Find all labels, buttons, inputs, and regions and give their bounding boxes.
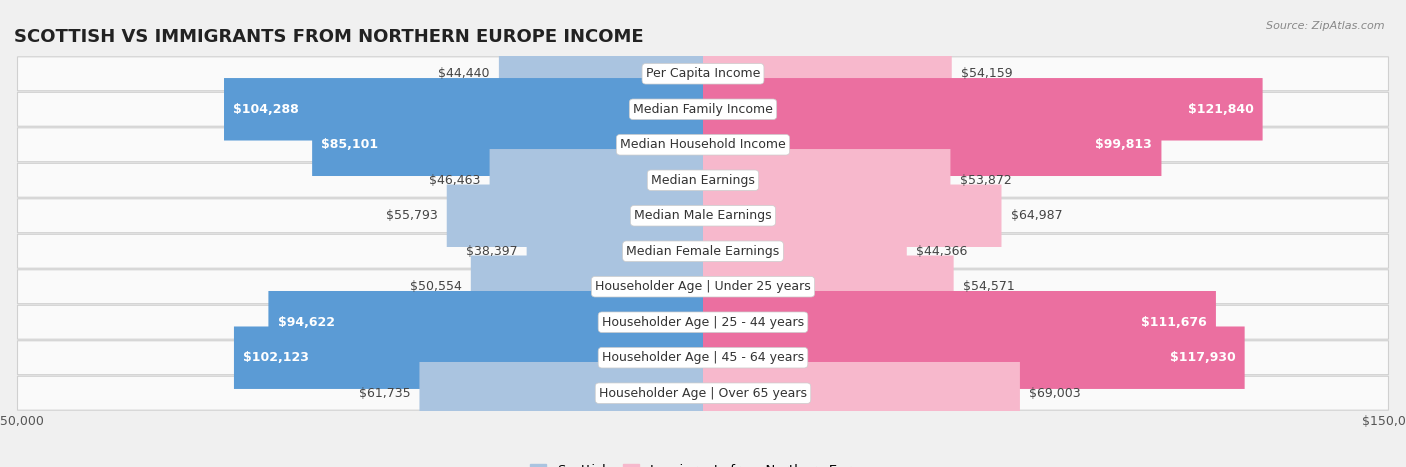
FancyBboxPatch shape — [471, 255, 703, 318]
FancyBboxPatch shape — [703, 42, 952, 105]
Text: Householder Age | 45 - 64 years: Householder Age | 45 - 64 years — [602, 351, 804, 364]
Text: $69,003: $69,003 — [1029, 387, 1081, 400]
FancyBboxPatch shape — [527, 220, 703, 283]
FancyBboxPatch shape — [17, 234, 1389, 268]
Text: Householder Age | Over 65 years: Householder Age | Over 65 years — [599, 387, 807, 400]
FancyBboxPatch shape — [703, 326, 1244, 389]
Text: $117,930: $117,930 — [1170, 351, 1236, 364]
FancyBboxPatch shape — [703, 78, 1263, 141]
Text: $94,622: $94,622 — [277, 316, 335, 329]
FancyBboxPatch shape — [489, 149, 703, 212]
Text: $102,123: $102,123 — [243, 351, 309, 364]
Text: Per Capita Income: Per Capita Income — [645, 67, 761, 80]
FancyBboxPatch shape — [419, 362, 703, 425]
Text: $61,735: $61,735 — [359, 387, 411, 400]
Text: Householder Age | 25 - 44 years: Householder Age | 25 - 44 years — [602, 316, 804, 329]
Text: Median Family Income: Median Family Income — [633, 103, 773, 116]
Text: $99,813: $99,813 — [1095, 138, 1153, 151]
Text: $44,440: $44,440 — [439, 67, 489, 80]
Text: Median Male Earnings: Median Male Earnings — [634, 209, 772, 222]
FancyBboxPatch shape — [17, 128, 1389, 162]
Text: SCOTTISH VS IMMIGRANTS FROM NORTHERN EUROPE INCOME: SCOTTISH VS IMMIGRANTS FROM NORTHERN EUR… — [14, 28, 644, 46]
Text: $44,366: $44,366 — [915, 245, 967, 258]
FancyBboxPatch shape — [703, 291, 1216, 354]
FancyBboxPatch shape — [703, 220, 907, 283]
Text: $104,288: $104,288 — [233, 103, 299, 116]
FancyBboxPatch shape — [17, 376, 1389, 410]
FancyBboxPatch shape — [17, 163, 1389, 197]
Text: Householder Age | Under 25 years: Householder Age | Under 25 years — [595, 280, 811, 293]
Text: Median Household Income: Median Household Income — [620, 138, 786, 151]
Text: $85,101: $85,101 — [322, 138, 378, 151]
FancyBboxPatch shape — [447, 184, 703, 247]
FancyBboxPatch shape — [17, 341, 1389, 375]
FancyBboxPatch shape — [17, 199, 1389, 233]
Text: $54,159: $54,159 — [960, 67, 1012, 80]
FancyBboxPatch shape — [703, 362, 1019, 425]
FancyBboxPatch shape — [269, 291, 703, 354]
FancyBboxPatch shape — [233, 326, 703, 389]
FancyBboxPatch shape — [17, 92, 1389, 126]
Text: $46,463: $46,463 — [429, 174, 481, 187]
FancyBboxPatch shape — [703, 149, 950, 212]
Text: Median Female Earnings: Median Female Earnings — [627, 245, 779, 258]
Text: $111,676: $111,676 — [1142, 316, 1206, 329]
FancyBboxPatch shape — [703, 255, 953, 318]
Text: $53,872: $53,872 — [960, 174, 1011, 187]
FancyBboxPatch shape — [703, 113, 1161, 176]
Text: $38,397: $38,397 — [465, 245, 517, 258]
Text: $121,840: $121,840 — [1188, 103, 1253, 116]
Text: $50,554: $50,554 — [409, 280, 461, 293]
FancyBboxPatch shape — [312, 113, 703, 176]
FancyBboxPatch shape — [703, 184, 1001, 247]
FancyBboxPatch shape — [224, 78, 703, 141]
FancyBboxPatch shape — [499, 42, 703, 105]
Text: $54,571: $54,571 — [963, 280, 1015, 293]
FancyBboxPatch shape — [17, 57, 1389, 91]
FancyBboxPatch shape — [17, 305, 1389, 339]
FancyBboxPatch shape — [17, 270, 1389, 304]
Text: $55,793: $55,793 — [385, 209, 437, 222]
Text: Median Earnings: Median Earnings — [651, 174, 755, 187]
Legend: Scottish, Immigrants from Northern Europe: Scottish, Immigrants from Northern Europ… — [524, 459, 882, 467]
Text: $64,987: $64,987 — [1011, 209, 1063, 222]
Text: Source: ZipAtlas.com: Source: ZipAtlas.com — [1267, 21, 1385, 31]
